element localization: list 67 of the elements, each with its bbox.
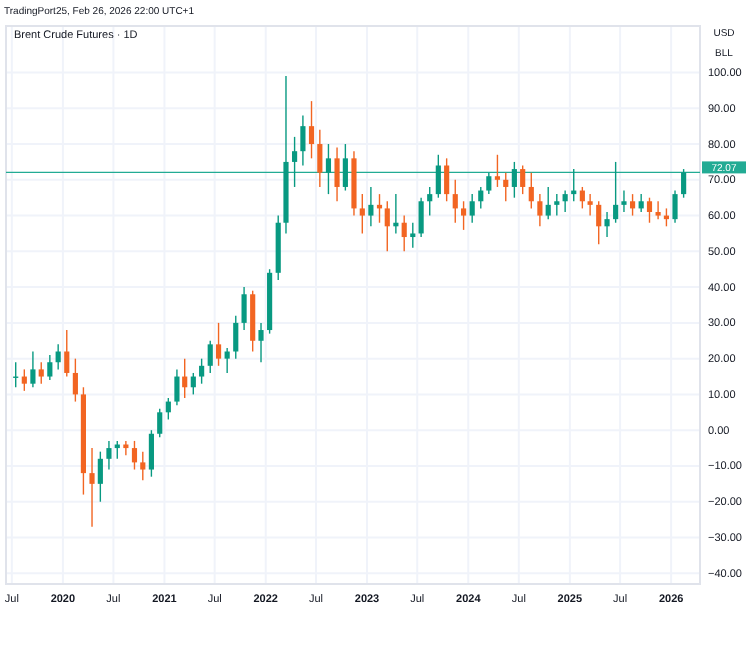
candlestick	[486, 171, 492, 195]
candlestick	[579, 186, 585, 210]
candlestick	[317, 129, 323, 188]
candlestick	[596, 200, 602, 245]
candlestick	[681, 168, 687, 199]
candlestick	[300, 114, 306, 167]
candlestick	[461, 200, 467, 231]
candlestick	[38, 361, 44, 385]
candlestick	[554, 193, 560, 217]
candlestick	[646, 196, 653, 224]
candlestick	[215, 322, 222, 367]
candlestick	[308, 100, 315, 160]
candlestick	[21, 368, 27, 392]
candlestick	[325, 143, 332, 195]
candlestick	[613, 161, 619, 224]
candlestick	[182, 357, 188, 399]
candlestick	[30, 350, 36, 388]
candlestick	[418, 196, 424, 238]
candlestick	[655, 200, 661, 220]
candlestick	[427, 186, 433, 217]
candlestick	[241, 286, 247, 331]
candlestick	[224, 347, 230, 374]
candlestick	[384, 200, 390, 253]
candlestick	[511, 161, 517, 199]
candlestick	[672, 189, 678, 224]
candlestick	[401, 214, 407, 253]
candlestick	[621, 189, 627, 213]
candlestick	[537, 193, 543, 228]
candlestick	[587, 193, 593, 217]
candlestick	[494, 154, 501, 188]
candlestick	[359, 193, 365, 235]
candlestick	[72, 357, 78, 403]
candlestick	[368, 186, 374, 228]
candlestick	[258, 322, 264, 363]
candlestick	[292, 136, 298, 188]
candlestick	[503, 171, 509, 202]
candlestick	[604, 211, 610, 238]
candlestick	[435, 154, 441, 199]
candlestick	[545, 186, 551, 220]
candlestick	[97, 450, 103, 503]
candlestick	[140, 450, 146, 481]
candlestick	[469, 193, 475, 224]
candlestick	[64, 329, 70, 378]
candlestick	[342, 143, 348, 192]
candlestick	[452, 179, 458, 224]
candlestick	[157, 408, 163, 439]
candlestick	[207, 340, 213, 374]
candlestick	[199, 357, 205, 385]
candlestick	[190, 372, 196, 396]
candlestick	[250, 289, 256, 353]
candlestick	[233, 315, 239, 360]
candlestick	[131, 440, 138, 471]
candlestick	[174, 368, 180, 406]
candlestick	[165, 397, 171, 421]
candlestick	[106, 440, 112, 471]
candlestick	[629, 193, 636, 217]
candlestick	[562, 189, 568, 213]
candlestick	[520, 164, 526, 195]
candlestick	[55, 343, 61, 371]
candlestick	[478, 186, 484, 210]
candlestick	[148, 429, 154, 478]
candlestick	[444, 157, 450, 202]
candlestick	[528, 171, 534, 210]
candlestick	[89, 447, 95, 528]
candlestick	[334, 146, 340, 202]
candlestick	[47, 354, 53, 381]
candlestick	[410, 222, 416, 249]
